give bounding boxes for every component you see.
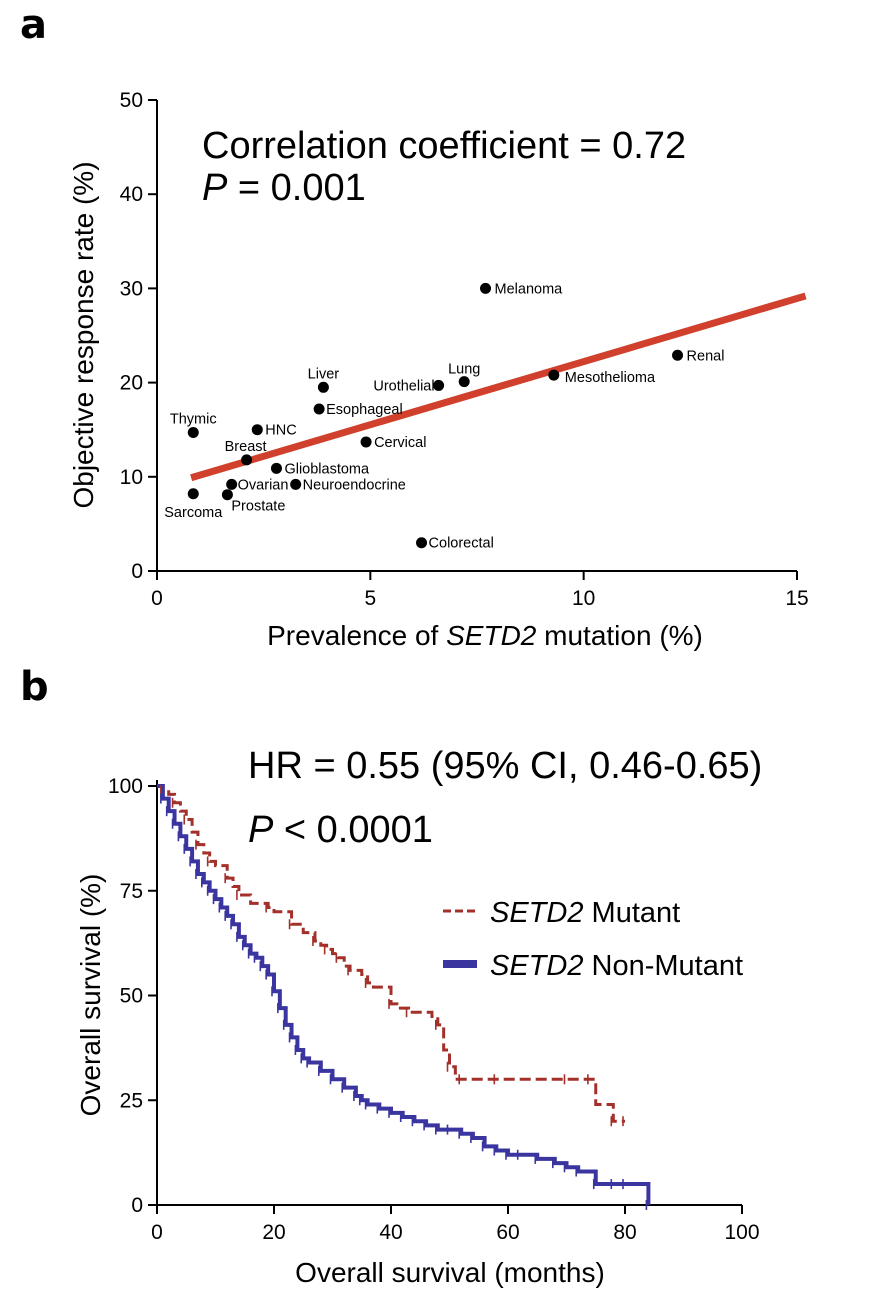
panel-b-label: b bbox=[20, 664, 49, 710]
y-tick-label-b: 25 bbox=[120, 1089, 143, 1112]
legend-label-mutant: SETD2 Mutant bbox=[490, 897, 680, 929]
scatter-point bbox=[226, 478, 238, 490]
point-label: Sarcoma bbox=[164, 505, 223, 521]
x-axis-title-b: Overall survival (months) bbox=[295, 1257, 605, 1288]
y-tick-label-b: 100 bbox=[108, 775, 143, 798]
scatter-point bbox=[317, 381, 329, 393]
y-tick-label-a: 0 bbox=[131, 560, 143, 583]
point-label: Thymic bbox=[170, 412, 217, 428]
chart-b-axes: 0 25 50 75 100 0 20 40 60 80 100 bbox=[108, 775, 760, 1244]
point-label: Melanoma bbox=[495, 281, 564, 297]
legend-label-non-mutant: SETD2 Non-Mutant bbox=[490, 950, 743, 982]
panel-a-label: a bbox=[20, 2, 47, 48]
chart-a-points: Melanoma Renal Mesothelioma Lung Urothelial L… bbox=[164, 281, 724, 551]
x-tick-label-b: 60 bbox=[496, 1221, 519, 1244]
survival-chart-b: 0 25 50 75 100 0 20 40 60 80 100 HR = 0.55 (95% CI… bbox=[75, 745, 762, 1288]
scatter-point bbox=[548, 369, 560, 381]
y-tick-label-a: 50 bbox=[120, 89, 143, 112]
point-label: Prostate bbox=[231, 499, 285, 515]
correlation-annotation: Correlation coefficient = 0.72 bbox=[202, 125, 686, 167]
point-label: Renal bbox=[687, 348, 725, 364]
scatter-point bbox=[187, 488, 199, 500]
scatter-point bbox=[251, 424, 263, 436]
x-tick-label-b: 100 bbox=[724, 1221, 759, 1244]
survival-curve-non-mutant bbox=[157, 784, 651, 1205]
y-axis-title-a: Objective response rate (%) bbox=[68, 161, 99, 508]
x-axis-title-a-suffix: mutation (%) bbox=[536, 620, 703, 651]
y-tick-label-a: 40 bbox=[120, 183, 143, 206]
chart-a-axes: 0 10 20 30 40 50 0 5 10 15 bbox=[120, 89, 809, 610]
x-axis-title-a-prefix: Prevalence of bbox=[267, 620, 446, 651]
legend-mutant-suffix: Mutant bbox=[583, 897, 680, 929]
fit-line bbox=[190, 292, 807, 482]
scatter-point bbox=[480, 282, 492, 294]
point-label: Breast bbox=[225, 439, 267, 455]
x-axis-title-a: Prevalence of SETD2 mutation (%) bbox=[267, 620, 703, 651]
p-symbol-b: P bbox=[248, 809, 274, 851]
survival-curve-mutant bbox=[157, 784, 625, 1123]
legend: SETD2 Mutant SETD2 Non-Mutant bbox=[443, 897, 743, 982]
scatter-point bbox=[416, 537, 428, 549]
scatter-chart-a: 0 10 20 30 40 50 0 5 10 15 Melanoma Renal Mesotheli… bbox=[68, 89, 809, 651]
scatter-point bbox=[458, 376, 470, 388]
y-axis-title-b: Overall survival (%) bbox=[75, 874, 106, 1117]
p-symbol-a: P bbox=[202, 167, 228, 209]
x-tick-label-b: 80 bbox=[613, 1221, 636, 1244]
p-value-annotation-a: P = 0.001 bbox=[202, 167, 366, 209]
x-axis-title-a-gene: SETD2 bbox=[446, 620, 537, 651]
scatter-point bbox=[672, 349, 684, 361]
point-label: Cervical bbox=[374, 435, 426, 451]
x-tick-label-a: 15 bbox=[785, 587, 808, 610]
x-tick-label-a: 10 bbox=[572, 587, 595, 610]
point-label: Colorectal bbox=[429, 536, 494, 552]
x-tick-label-a: 5 bbox=[364, 587, 376, 610]
point-label: Mesothelioma bbox=[565, 370, 656, 386]
p-value-b: < 0.0001 bbox=[273, 809, 433, 851]
p-value-annotation-b: P < 0.0001 bbox=[248, 809, 433, 851]
point-label: Neuroendocrine bbox=[303, 477, 406, 493]
censor-marks bbox=[160, 785, 648, 1210]
x-tick-label-a: 0 bbox=[151, 587, 163, 610]
scatter-point bbox=[433, 379, 445, 391]
point-label: Ovarian bbox=[238, 477, 289, 493]
legend-non-mutant-suffix: Non-Mutant bbox=[583, 950, 743, 982]
y-tick-label-a: 20 bbox=[120, 372, 143, 395]
legend-mutant-gene: SETD2 bbox=[490, 897, 583, 929]
x-tick-label-b: 40 bbox=[379, 1221, 402, 1244]
scatter-point bbox=[221, 489, 233, 501]
y-tick-label-b: 0 bbox=[131, 1194, 143, 1217]
hazard-ratio-annotation: HR = 0.55 (95% CI, 0.46-0.65) bbox=[248, 745, 762, 787]
y-tick-label-a: 30 bbox=[120, 277, 143, 300]
y-tick-label-a: 10 bbox=[120, 466, 143, 489]
scatter-point bbox=[241, 454, 253, 466]
scatter-point bbox=[360, 436, 372, 448]
scatter-point bbox=[187, 427, 199, 439]
scatter-point bbox=[290, 478, 302, 490]
point-label: Liver bbox=[308, 366, 340, 382]
x-tick-label-b: 0 bbox=[151, 1221, 163, 1244]
scatter-point bbox=[313, 403, 325, 415]
scatter-point bbox=[270, 462, 282, 474]
point-label: HNC bbox=[265, 423, 296, 439]
point-label: Urothelial bbox=[373, 378, 434, 394]
x-tick-label-b: 20 bbox=[262, 1221, 285, 1244]
legend-non-mutant-gene: SETD2 bbox=[490, 950, 583, 982]
y-tick-label-b: 50 bbox=[120, 985, 143, 1008]
point-label: Lung bbox=[448, 362, 480, 378]
y-tick-label-b: 75 bbox=[120, 880, 143, 903]
point-label: Glioblastoma bbox=[284, 461, 370, 477]
p-value-a: = 0.001 bbox=[227, 167, 365, 209]
point-label: Esophageal bbox=[326, 402, 403, 418]
